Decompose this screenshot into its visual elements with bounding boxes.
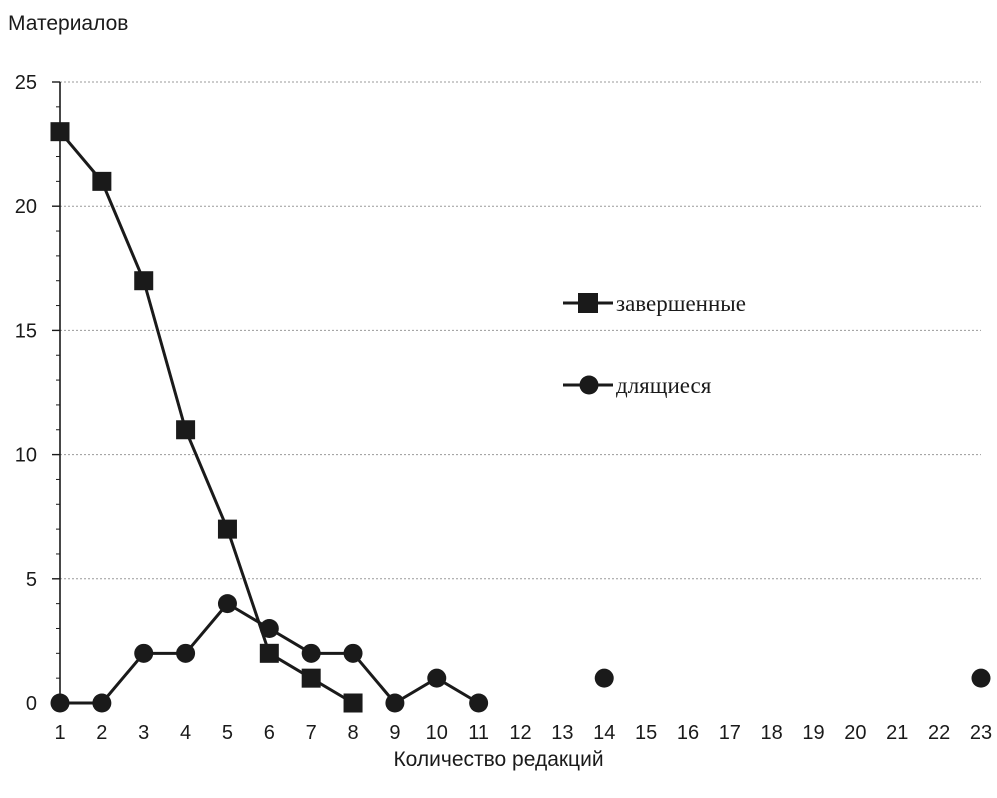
x-tick-label: 2 [96, 722, 107, 744]
x-axis-title: Количество редакций [393, 748, 604, 771]
y-tick-label: 15 [15, 320, 37, 342]
data-point-ongoing [427, 668, 447, 688]
x-tick-label: 18 [761, 722, 783, 744]
legend: завершенные длящиеся [563, 291, 746, 398]
x-tick-label: 19 [802, 722, 824, 744]
x-tick-label: 23 [970, 722, 992, 744]
x-tick-label: 8 [347, 722, 358, 744]
data-point-ongoing [594, 668, 614, 688]
data-point-completed [217, 519, 237, 539]
data-point-completed [176, 420, 196, 440]
x-tick-label: 12 [509, 722, 531, 744]
y-tick-label: 20 [15, 196, 37, 218]
data-point-ongoing [301, 643, 321, 663]
data-point-ongoing [50, 693, 70, 713]
y-tick-label: 0 [26, 693, 37, 715]
gridlines [60, 81, 981, 580]
x-tick-label: 10 [426, 722, 448, 744]
x-tick-label: 16 [677, 722, 699, 744]
x-tick-label: 1 [54, 722, 65, 744]
x-tick-label: 13 [551, 722, 573, 744]
y-tick-labels: 0 5 10 15 20 25 [15, 72, 37, 715]
data-point-ongoing [343, 643, 363, 663]
legend-label-completed: завершенные [616, 291, 746, 316]
data-point-completed [259, 643, 279, 663]
data-point-completed [343, 693, 363, 713]
data-point-completed [92, 171, 112, 191]
x-tick-label: 3 [138, 722, 149, 744]
y-tick-label: 5 [26, 569, 37, 591]
series-line-completed [58, 130, 354, 705]
x-tick-label: 15 [635, 722, 657, 744]
y-tick-label: 25 [15, 72, 37, 94]
x-tick-label: 9 [389, 722, 400, 744]
x-tick-label: 11 [468, 722, 489, 744]
x-tick-label: 7 [306, 722, 317, 744]
x-tick-labels: 1 2 3 4 5 6 7 8 9 10 11 12 13 14 15 16 17 18 19 20 21 22 23 [54, 722, 992, 744]
y-tick-label: 10 [15, 445, 37, 467]
data-point-ongoing [469, 693, 489, 713]
x-tick-label: 17 [719, 722, 741, 744]
legend-marker-ongoing [579, 375, 599, 395]
data-point-ongoing [217, 594, 237, 614]
x-tick-label: 4 [180, 722, 191, 744]
data-point-completed [301, 668, 321, 688]
data-point-ongoing [92, 693, 112, 713]
data-point-ongoing [971, 668, 991, 688]
x-tick-label: 14 [593, 722, 615, 744]
legend-label-ongoing: длящиеся [616, 373, 712, 398]
axes [52, 81, 61, 704]
data-point-completed [134, 271, 154, 291]
data-point-ongoing [385, 693, 405, 713]
x-tick-label: 5 [222, 722, 233, 744]
series-layer [50, 122, 991, 713]
data-point-ongoing [259, 618, 279, 638]
x-tick-label: 20 [844, 722, 866, 744]
data-point-completed [50, 122, 70, 142]
data-point-ongoing [134, 643, 154, 663]
x-tick-label: 22 [928, 722, 950, 744]
y-axis-title: Материалов [8, 12, 129, 35]
x-tick-label: 21 [886, 722, 908, 744]
legend-marker-completed [578, 293, 598, 313]
data-point-ongoing [176, 643, 196, 663]
x-tick-label: 6 [264, 722, 275, 744]
